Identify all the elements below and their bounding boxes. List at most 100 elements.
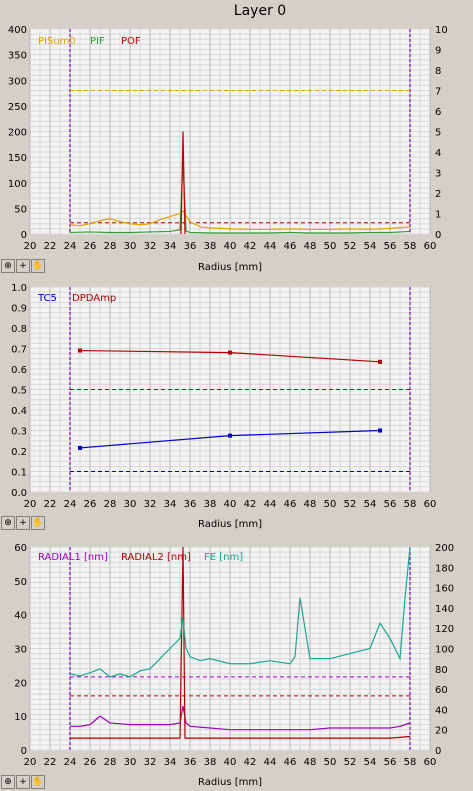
series-point — [378, 359, 382, 364]
chart-panel-3: 0102030405060020406080100120140160180200… — [0, 537, 473, 791]
x-tick-label: 26 — [84, 757, 97, 768]
y2-tick-label: 20 — [435, 726, 448, 737]
x-tick-label: 58 — [404, 499, 417, 510]
legend-entry: PIF — [90, 36, 105, 47]
y2-tick-label: 7 — [435, 87, 441, 98]
y-tick-label: 1.0 — [11, 283, 27, 294]
y-tick-label: 0.4 — [11, 406, 27, 417]
x-tick-label: 22 — [44, 757, 57, 768]
x-tick-label: 34 — [164, 757, 177, 768]
x-tick-label: 36 — [184, 499, 197, 510]
x-tick-label: 46 — [284, 757, 297, 768]
y2-tick-label: 3 — [435, 169, 441, 180]
series-point — [228, 433, 232, 438]
y2-tick-label: 10 — [435, 25, 448, 36]
y-tick-label: 20 — [14, 678, 27, 689]
y-tick-label: 400 — [8, 25, 27, 36]
x-tick-label: 22 — [44, 499, 57, 510]
y-tick-label: 350 — [8, 51, 27, 62]
x-tick-label: 34 — [164, 499, 177, 510]
y-tick-label: 60 — [14, 543, 27, 554]
y2-tick-label: 140 — [435, 604, 454, 615]
x-tick-label: 52 — [344, 241, 357, 252]
y-tick-label: 150 — [8, 153, 27, 164]
hand-icon[interactable]: ✋ — [31, 516, 45, 530]
x-tick-label: 60 — [424, 757, 437, 768]
y-tick-label: 0.1 — [11, 468, 27, 479]
zoom-icon[interactable]: ⊕ — [1, 775, 15, 789]
y2-tick-label: 6 — [435, 107, 441, 118]
x-tick-label: 32 — [144, 757, 157, 768]
legend-entry: DPDAmp — [72, 293, 116, 304]
zoom-icon[interactable]: ⊕ — [1, 259, 15, 273]
x-tick-label: 40 — [224, 499, 237, 510]
x-tick-label: 54 — [364, 499, 377, 510]
y-tick-label: 30 — [14, 645, 27, 656]
y-tick-label: 0.3 — [11, 427, 27, 438]
x-tick-label: 56 — [384, 757, 397, 768]
x-tick-label: 24 — [64, 241, 77, 252]
toolbar-1: ⊕ + ✋ — [1, 259, 45, 273]
x-tick-label: 50 — [324, 757, 337, 768]
x-tick-label: 20 — [24, 241, 37, 252]
y2-tick-label: 120 — [435, 624, 454, 635]
x-tick-label: 52 — [344, 499, 357, 510]
x-tick-label: 58 — [404, 241, 417, 252]
x-axis-label: Radius [mm] — [198, 777, 262, 788]
toolbar-3: ⊕ + ✋ — [1, 775, 45, 789]
zoom-icon[interactable]: ⊕ — [1, 516, 15, 530]
hand-icon[interactable]: ✋ — [31, 775, 45, 789]
x-tick-label: 24 — [64, 499, 77, 510]
y2-tick-label: 8 — [435, 66, 441, 77]
series-line — [69, 162, 411, 234]
hand-icon[interactable]: ✋ — [31, 259, 45, 273]
y-tick-label: 0.7 — [11, 345, 27, 356]
y-tick-label: 300 — [8, 76, 27, 87]
x-tick-label: 60 — [424, 241, 437, 252]
x-tick-label: 26 — [84, 241, 97, 252]
y-tick-label: 200 — [8, 128, 27, 139]
y2-tick-label: 1 — [435, 210, 441, 221]
y-tick-label: 50 — [14, 204, 27, 215]
window-title: Layer 0 — [234, 3, 286, 19]
x-tick-label: 54 — [364, 757, 377, 768]
y-tick-label: 0.2 — [11, 447, 27, 458]
x-tick-label: 32 — [144, 241, 157, 252]
x-axis-label: Radius [mm] — [198, 519, 262, 530]
series-line — [69, 210, 411, 230]
x-tick-label: 54 — [364, 241, 377, 252]
x-tick-label: 38 — [204, 757, 217, 768]
y2-tick-label: 9 — [435, 46, 441, 57]
legend-entry: RADIAL2 [nm] — [121, 552, 191, 563]
legend-entry: RADIAL1 [nm] — [38, 552, 108, 563]
series-line — [70, 546, 411, 739]
series-line — [180, 131, 186, 235]
y-tick-label: 0.8 — [11, 324, 27, 335]
y2-tick-label: 60 — [435, 685, 448, 696]
y2-tick-label: 100 — [435, 645, 454, 656]
x-tick-label: 26 — [84, 499, 97, 510]
plus-icon[interactable]: + — [16, 775, 30, 789]
legend-entry: TC5 — [37, 293, 57, 304]
y-tick-label: 250 — [8, 102, 27, 113]
series-line — [69, 546, 411, 678]
toolbar-2: ⊕ + ✋ — [1, 516, 45, 530]
x-tick-label: 30 — [124, 499, 137, 510]
x-tick-label: 42 — [244, 499, 257, 510]
x-tick-label: 38 — [204, 499, 217, 510]
y-tick-label: 40 — [14, 611, 27, 622]
x-tick-label: 50 — [324, 499, 337, 510]
y-tick-label: 0.6 — [11, 365, 27, 376]
x-tick-label: 38 — [204, 241, 217, 252]
x-tick-label: 20 — [24, 499, 37, 510]
x-tick-label: 48 — [304, 757, 317, 768]
plus-icon[interactable]: + — [16, 516, 30, 530]
y2-tick-label: 2 — [435, 189, 441, 200]
series-point — [228, 350, 232, 355]
x-tick-label: 56 — [384, 241, 397, 252]
plus-icon[interactable]: + — [16, 259, 30, 273]
x-tick-label: 56 — [384, 499, 397, 510]
y-tick-label: 50 — [14, 577, 27, 588]
